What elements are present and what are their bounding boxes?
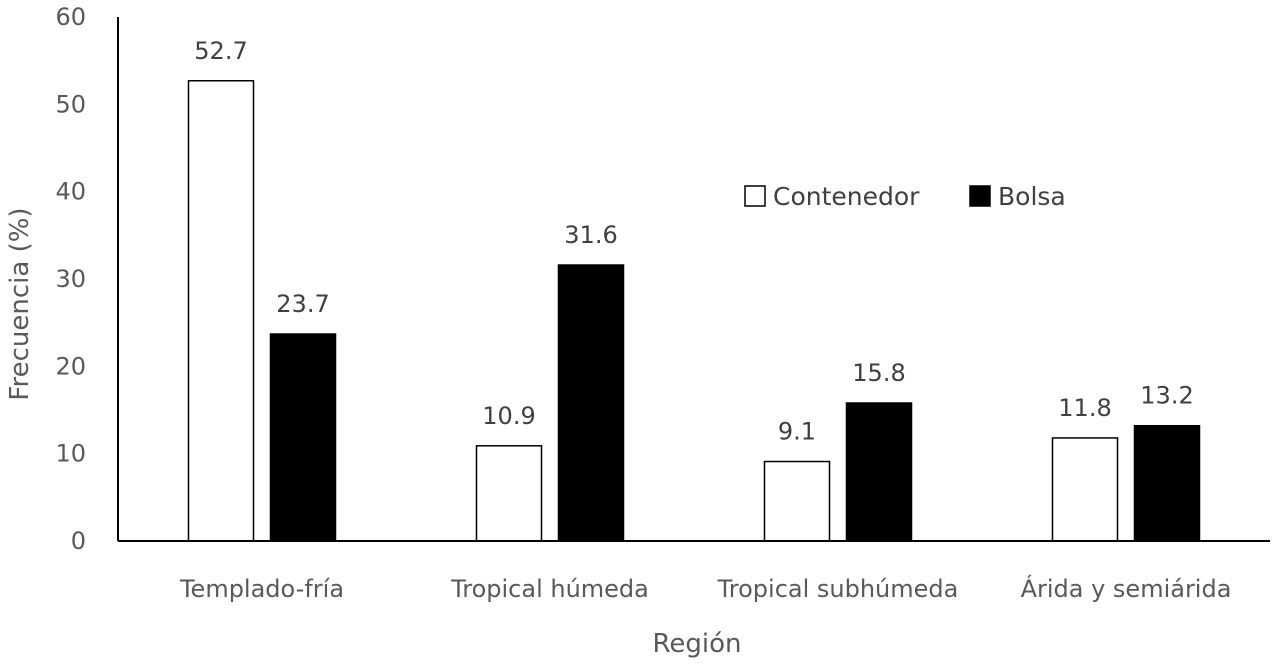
bar-contenedor bbox=[475, 445, 543, 542]
y-axis-ticks: 0 10 20 30 40 50 60 bbox=[55, 3, 86, 555]
data-label: 13.2 bbox=[1140, 382, 1193, 410]
data-label: 23.7 bbox=[276, 290, 329, 318]
bars bbox=[187, 80, 1201, 542]
y-axis-title: Frecuencia (%) bbox=[5, 207, 35, 400]
y-tick-label: 30 bbox=[55, 265, 86, 293]
x-category-label: Tropical subhúmeda bbox=[717, 575, 959, 603]
bar-bolsa bbox=[845, 402, 913, 542]
legend-label-contenedor: Contenedor bbox=[773, 182, 920, 211]
data-label: 11.8 bbox=[1058, 394, 1111, 422]
y-tick-label: 50 bbox=[55, 90, 86, 118]
y-tick-label: 0 bbox=[71, 527, 86, 555]
data-labels: 52.7 23.7 10.9 31.6 9.1 15.8 11.8 13.2 bbox=[194, 37, 1193, 446]
x-category-label: Templado-fría bbox=[179, 575, 344, 603]
data-label: 52.7 bbox=[194, 37, 247, 65]
y-tick-label: 60 bbox=[55, 3, 86, 31]
bar-contenedor bbox=[1051, 437, 1119, 542]
x-category-label: Árida y semiárida bbox=[1021, 574, 1232, 603]
x-axis-title: Región bbox=[652, 629, 741, 659]
y-tick-label: 10 bbox=[55, 440, 86, 468]
data-label: 9.1 bbox=[778, 418, 816, 446]
legend-swatch-bolsa bbox=[969, 185, 991, 207]
x-axis-categories: Templado-fría Tropical húmeda Tropical sub… bbox=[179, 574, 1231, 603]
bar-contenedor bbox=[763, 460, 831, 542]
legend: Contenedor Bolsa bbox=[744, 182, 1066, 211]
bar-bolsa bbox=[557, 264, 625, 542]
x-category-label: Tropical húmeda bbox=[450, 575, 649, 603]
legend-label-bolsa: Bolsa bbox=[998, 182, 1066, 211]
bar-bolsa bbox=[1133, 424, 1201, 542]
y-tick-label: 40 bbox=[55, 178, 86, 206]
data-label: 15.8 bbox=[852, 359, 905, 387]
y-tick-label: 20 bbox=[55, 352, 86, 380]
legend-swatch-contenedor bbox=[744, 185, 766, 207]
data-label: 10.9 bbox=[482, 402, 535, 430]
bar-bolsa bbox=[269, 333, 337, 542]
data-label: 31.6 bbox=[564, 221, 617, 249]
bar-contenedor bbox=[187, 80, 255, 542]
